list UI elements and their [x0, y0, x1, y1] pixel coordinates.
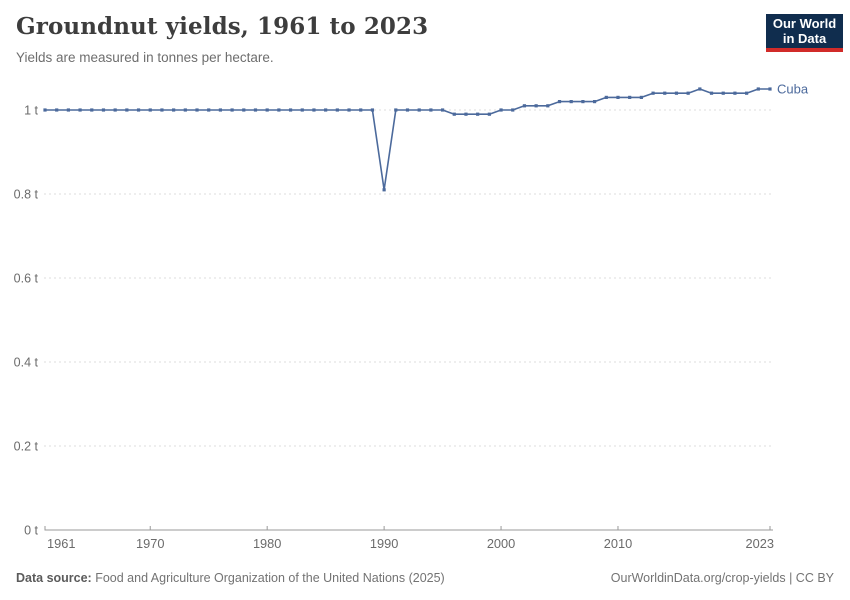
data-point[interactable]	[382, 188, 386, 192]
data-point[interactable]	[148, 108, 152, 112]
data-point[interactable]	[698, 87, 702, 91]
y-tick-label: 0 t	[24, 524, 38, 538]
data-point[interactable]	[534, 104, 538, 108]
data-point[interactable]	[370, 108, 375, 112]
data-source-note: Data source: Food and Agriculture Organi…	[16, 570, 445, 586]
data-point[interactable]	[429, 108, 433, 112]
data-point[interactable]	[90, 108, 94, 112]
x-tick-label: 2023	[746, 536, 774, 551]
data-point[interactable]	[557, 100, 562, 104]
x-tick-label: 1980	[253, 536, 281, 551]
data-point[interactable]	[709, 91, 714, 95]
data-point[interactable]	[347, 108, 351, 112]
data-point[interactable]	[639, 95, 643, 99]
data-point[interactable]	[312, 108, 316, 112]
x-tick-label: 1961	[47, 536, 75, 551]
data-point[interactable]	[136, 108, 141, 112]
data-point[interactable]	[592, 100, 597, 104]
data-point[interactable]	[125, 108, 129, 112]
chart-footer: Data source: Food and Agriculture Organi…	[16, 570, 834, 586]
data-point[interactable]	[674, 91, 679, 95]
y-tick-label: 0.6 t	[14, 272, 39, 286]
data-point[interactable]	[242, 108, 246, 112]
data-point[interactable]	[207, 108, 211, 112]
data-source-label: Data source:	[16, 571, 92, 585]
data-point[interactable]	[733, 91, 737, 95]
data-point[interactable]	[113, 108, 117, 112]
data-point[interactable]	[405, 108, 410, 112]
data-point[interactable]	[663, 91, 667, 95]
data-point[interactable]	[43, 108, 47, 112]
series-line-cuba[interactable]	[45, 88, 770, 191]
x-tick-label: 1990	[370, 536, 398, 551]
data-point[interactable]	[487, 112, 491, 116]
y-tick-label: 1 t	[24, 104, 38, 118]
data-point[interactable]	[546, 104, 550, 108]
series-label-cuba[interactable]: Cuba	[777, 82, 809, 97]
data-point[interactable]	[499, 108, 503, 112]
data-point[interactable]	[300, 108, 304, 112]
data-point[interactable]	[195, 108, 199, 112]
data-point[interactable]	[581, 100, 585, 104]
data-point[interactable]	[335, 108, 339, 112]
data-point[interactable]	[172, 108, 176, 112]
data-point[interactable]	[604, 95, 608, 99]
data-point[interactable]	[394, 108, 398, 112]
data-point[interactable]	[616, 95, 620, 99]
owid-logo[interactable]: Our World in Data	[766, 14, 843, 52]
data-point[interactable]	[452, 112, 456, 116]
data-point[interactable]	[66, 108, 70, 112]
y-tick-label: 0.8 t	[14, 188, 39, 202]
citation-link[interactable]: OurWorldinData.org/crop-yields | CC BY	[610, 571, 834, 585]
data-point[interactable]	[768, 87, 772, 91]
data-point[interactable]	[230, 108, 234, 112]
data-point[interactable]	[417, 108, 421, 112]
data-point[interactable]	[288, 108, 293, 112]
chart-header: Groundnut yields, 1961 to 2023 Yields ar…	[16, 12, 750, 66]
page-title: Groundnut yields, 1961 to 2023	[16, 13, 429, 40]
data-point[interactable]	[745, 91, 749, 95]
data-point[interactable]	[160, 108, 164, 112]
x-tick-label: 2010	[604, 536, 632, 551]
data-point[interactable]	[101, 108, 106, 112]
data-point[interactable]	[78, 108, 82, 112]
data-point[interactable]	[464, 112, 468, 116]
data-point[interactable]	[651, 91, 655, 95]
data-point[interactable]	[183, 108, 187, 112]
data-point[interactable]	[476, 112, 480, 116]
data-point[interactable]	[511, 108, 515, 112]
y-tick-label: 0.2 t	[14, 440, 39, 454]
data-point[interactable]	[277, 108, 281, 112]
data-point[interactable]	[628, 95, 632, 99]
data-point[interactable]	[721, 91, 725, 95]
data-point[interactable]	[324, 108, 328, 112]
data-point[interactable]	[253, 108, 258, 112]
owid-logo-line2: in Data	[782, 31, 827, 46]
data-point[interactable]	[218, 108, 223, 112]
y-tick-label: 0.4 t	[14, 356, 39, 370]
line-chart-canvas[interactable]: 0 t 0.2 t 0.4 t 0.6 t 0.8 t 1 t 1961 1970 1980 19…	[0, 75, 850, 565]
data-source-text: Food and Agriculture Organization of the…	[91, 571, 445, 585]
x-tick-label: 1970	[136, 536, 164, 551]
data-point[interactable]	[55, 108, 59, 112]
data-point[interactable]	[522, 104, 527, 108]
data-point[interactable]	[359, 108, 363, 112]
data-point[interactable]	[440, 108, 445, 112]
x-tick-label: 2000	[487, 536, 515, 551]
data-point[interactable]	[569, 100, 573, 104]
data-point[interactable]	[265, 108, 269, 112]
owid-logo-line1: Our World	[772, 15, 837, 31]
data-point[interactable]	[756, 87, 760, 91]
data-point[interactable]	[686, 91, 690, 95]
chart-subtitle: Yields are measured in tonnes per hectar…	[16, 50, 274, 65]
